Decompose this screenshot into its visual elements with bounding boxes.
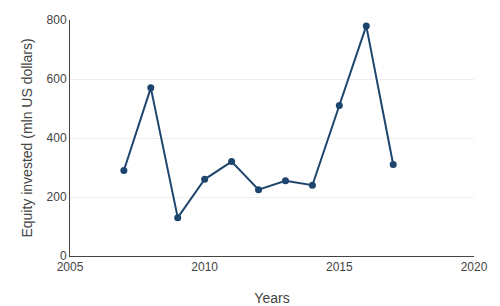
svg-text:400: 400 (47, 131, 67, 145)
svg-text:0: 0 (60, 249, 67, 263)
svg-text:600: 600 (47, 72, 67, 86)
svg-text:2020: 2020 (461, 260, 488, 274)
svg-text:2010: 2010 (191, 260, 218, 274)
svg-text:200: 200 (47, 190, 67, 204)
svg-text:2005: 2005 (57, 260, 84, 274)
svg-text:Equity invested (mln US dollar: Equity invested (mln US dollars) (19, 38, 35, 237)
svg-text:800: 800 (47, 13, 67, 27)
svg-text:2015: 2015 (326, 260, 353, 274)
svg-text:Years: Years (254, 290, 289, 306)
